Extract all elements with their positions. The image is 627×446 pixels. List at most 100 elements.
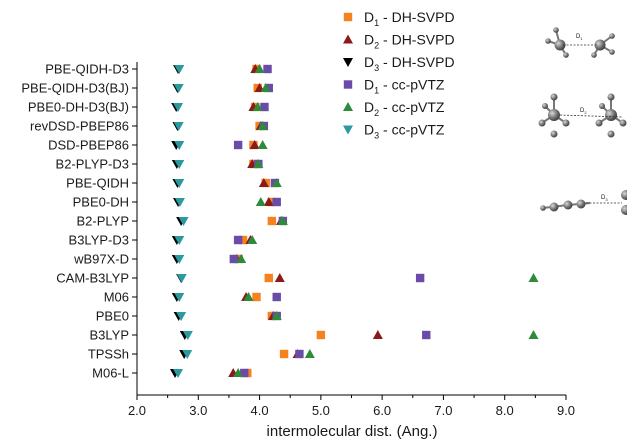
atom [607, 93, 615, 101]
inset-label: D3 [601, 195, 608, 202]
data-point [176, 274, 187, 283]
data-point [274, 273, 285, 282]
atom [563, 52, 569, 58]
legend-label: D2 - DH-SVPD [364, 32, 455, 51]
x-tick-label: 7.0 [434, 403, 452, 418]
atom [594, 39, 606, 51]
y-category-label: PBE-QIDH-D3 [45, 62, 129, 77]
y-category-label: PBE0 [96, 309, 129, 324]
x-tick-label: 9.0 [557, 403, 575, 418]
atom [545, 38, 551, 44]
y-category-label: wB97X-D [73, 252, 129, 267]
data-point [263, 197, 274, 206]
data-point [528, 330, 539, 339]
data-point [267, 216, 277, 226]
data-point [174, 255, 185, 264]
atom [550, 93, 558, 101]
x-tick-label: 6.0 [373, 403, 391, 418]
molecule-insets: D1 D2 D3 [538, 27, 627, 215]
y-category-label: revDSD-PBEP86 [30, 119, 129, 134]
atom [609, 33, 615, 39]
atom [553, 27, 559, 33]
atom [576, 199, 586, 209]
data-point [173, 103, 184, 112]
data-point [240, 368, 249, 378]
x-tick-label: 4.0 [251, 403, 269, 418]
atom [563, 200, 573, 210]
y-category-label: TPSSh [88, 347, 129, 362]
data-point [422, 330, 431, 340]
atom [550, 130, 558, 138]
data-point [257, 140, 268, 149]
data-point [174, 293, 185, 302]
y-category-label: PBE0-DH-D3(BJ) [28, 100, 129, 115]
data-point [252, 292, 261, 302]
atom [562, 119, 570, 127]
atom [554, 39, 566, 51]
data-point [233, 140, 243, 150]
data-point [182, 350, 193, 359]
plot-area: 2.0 3.0 4.0 5.0 6.0 7.0 8.0 9.0 PBE-QIDH-D3 PBE-Q… [21, 62, 575, 419]
data-point [264, 83, 273, 93]
legend-marker [343, 102, 353, 111]
y-category-label: PBE-QIDH [66, 176, 129, 191]
data-point [233, 235, 243, 245]
x-axis-title: intermolecular dist. (Ang.) [267, 423, 438, 440]
data-point [271, 178, 282, 187]
legend-marker [343, 125, 353, 135]
data-point [271, 311, 282, 320]
data-point [178, 217, 189, 226]
data-point [254, 64, 265, 73]
data-point [182, 331, 193, 340]
atom [599, 103, 605, 109]
data-point [260, 83, 271, 92]
data-point [174, 198, 185, 207]
atom [609, 49, 615, 55]
legend-marker [343, 34, 353, 44]
inset-label: D2 [580, 108, 587, 115]
data-point [176, 312, 187, 321]
data-point [272, 292, 281, 302]
legend-label: D1 - cc-pVTZ [364, 77, 445, 96]
x-tick-label: 3.0 [189, 403, 207, 418]
data-point [372, 330, 383, 339]
data-point [415, 273, 425, 283]
y-category-label: B2-PLYP-D3 [56, 157, 129, 172]
legend-marker [343, 58, 353, 67]
data-point [277, 216, 288, 225]
data-point [295, 349, 304, 359]
data-point [279, 349, 289, 359]
data-point [174, 65, 185, 74]
atom [538, 119, 546, 127]
x-tick-label: 5.0 [312, 403, 330, 418]
atom [549, 202, 559, 212]
inset-label: D1 [576, 34, 583, 41]
atom [621, 205, 627, 215]
legend-marker [343, 80, 353, 89]
y-category-label: PBE0-DH [73, 195, 129, 210]
x-tick-label: 2.0 [128, 403, 146, 418]
data-point [174, 160, 185, 169]
legend: D1 - DH-SVPD D2 - DH-SVPD D3 - DH-SVPD D1 -… [343, 9, 455, 141]
data-point [263, 64, 272, 74]
data-point [173, 369, 184, 378]
data-point [258, 178, 269, 187]
y-category-label: M06 [104, 290, 129, 305]
y-category-label: PBE-QIDH-D3(BJ) [21, 81, 129, 96]
y-category-label: CAM-B3LYP [56, 271, 129, 286]
atom [595, 119, 603, 127]
data-point [252, 102, 263, 111]
data-point [272, 197, 281, 207]
atom [605, 109, 617, 121]
data-point [173, 84, 184, 93]
legend-marker [343, 12, 353, 22]
atom [542, 103, 548, 109]
data-point [528, 273, 539, 282]
y-category-label: DSD-PBEP86 [48, 138, 129, 153]
data-point [249, 140, 260, 149]
y-category-label: B2-PLYP [76, 214, 129, 229]
data-point [236, 254, 247, 263]
data-point [238, 235, 248, 245]
atom [619, 119, 627, 127]
data-point [260, 102, 269, 112]
